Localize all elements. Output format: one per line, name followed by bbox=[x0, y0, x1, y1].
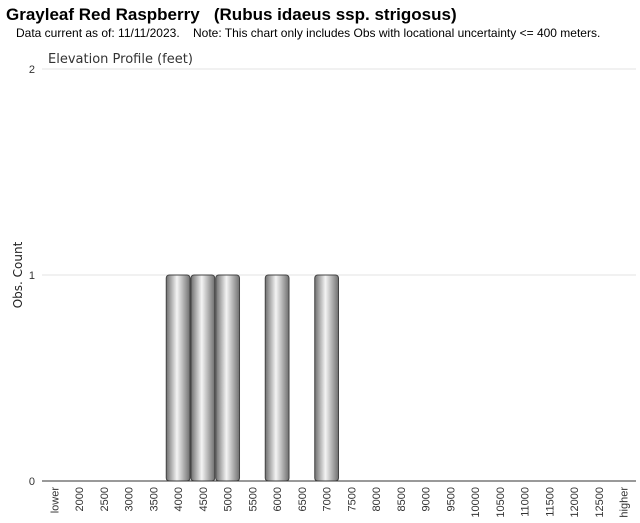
x-tick-label: 4500 bbox=[198, 487, 210, 511]
grid-lines bbox=[42, 68, 636, 276]
x-tick-label: 6500 bbox=[297, 487, 309, 511]
x-tick-label: 4000 bbox=[173, 487, 185, 511]
x-tick-label: 8000 bbox=[371, 487, 383, 511]
x-tick-label: 8500 bbox=[396, 487, 408, 511]
y-tick-label: 2 bbox=[29, 64, 35, 76]
x-tick-label: 10000 bbox=[470, 487, 482, 518]
y-tick-label: 0 bbox=[29, 476, 35, 488]
bars bbox=[165, 274, 340, 482]
x-axis-ticks: lower 2000 2500 3000 3500 4000 4500 5000 5500 600… bbox=[49, 487, 630, 518]
x-tick-label: 3000 bbox=[124, 487, 136, 511]
x-tick-label: 10500 bbox=[495, 487, 507, 518]
x-tick-label: lower bbox=[49, 487, 61, 514]
x-tick-label: 12500 bbox=[594, 487, 606, 518]
chart-title: Elevation Profile (feet) bbox=[48, 52, 193, 67]
page-subtitle: Data current as of: 11/11/2023. Note: Th… bbox=[16, 26, 601, 40]
bar-5000 bbox=[215, 274, 241, 482]
bar-4500 bbox=[190, 274, 216, 482]
y-axis-label: Obs. Count bbox=[11, 241, 25, 308]
bar-6000 bbox=[264, 274, 290, 482]
y-axis-ticks: 0 1 2 bbox=[29, 64, 35, 488]
x-tick-label: 11500 bbox=[544, 487, 556, 517]
x-tick-label: 7500 bbox=[346, 487, 358, 511]
x-tick-label: 11000 bbox=[520, 487, 532, 517]
x-tick-label: 6000 bbox=[272, 487, 284, 511]
bar-4000 bbox=[165, 274, 191, 482]
x-tick-label: 5500 bbox=[247, 487, 259, 511]
x-tick-label: 7000 bbox=[322, 487, 334, 511]
x-tick-label: 9500 bbox=[445, 487, 457, 511]
x-tick-label: 9000 bbox=[421, 487, 433, 511]
bar-7000 bbox=[314, 274, 340, 482]
x-tick-label: 5000 bbox=[223, 487, 235, 511]
x-tick-label: higher bbox=[619, 487, 631, 518]
page-title: Grayleaf Red Raspberry (Rubus idaeus ssp… bbox=[6, 5, 457, 24]
y-tick-label: 1 bbox=[29, 270, 35, 282]
x-tick-label: 3500 bbox=[148, 487, 160, 511]
x-tick-label: 2000 bbox=[74, 487, 86, 511]
x-tick-label: 2500 bbox=[99, 487, 111, 511]
x-tick-label: 12000 bbox=[569, 487, 581, 518]
